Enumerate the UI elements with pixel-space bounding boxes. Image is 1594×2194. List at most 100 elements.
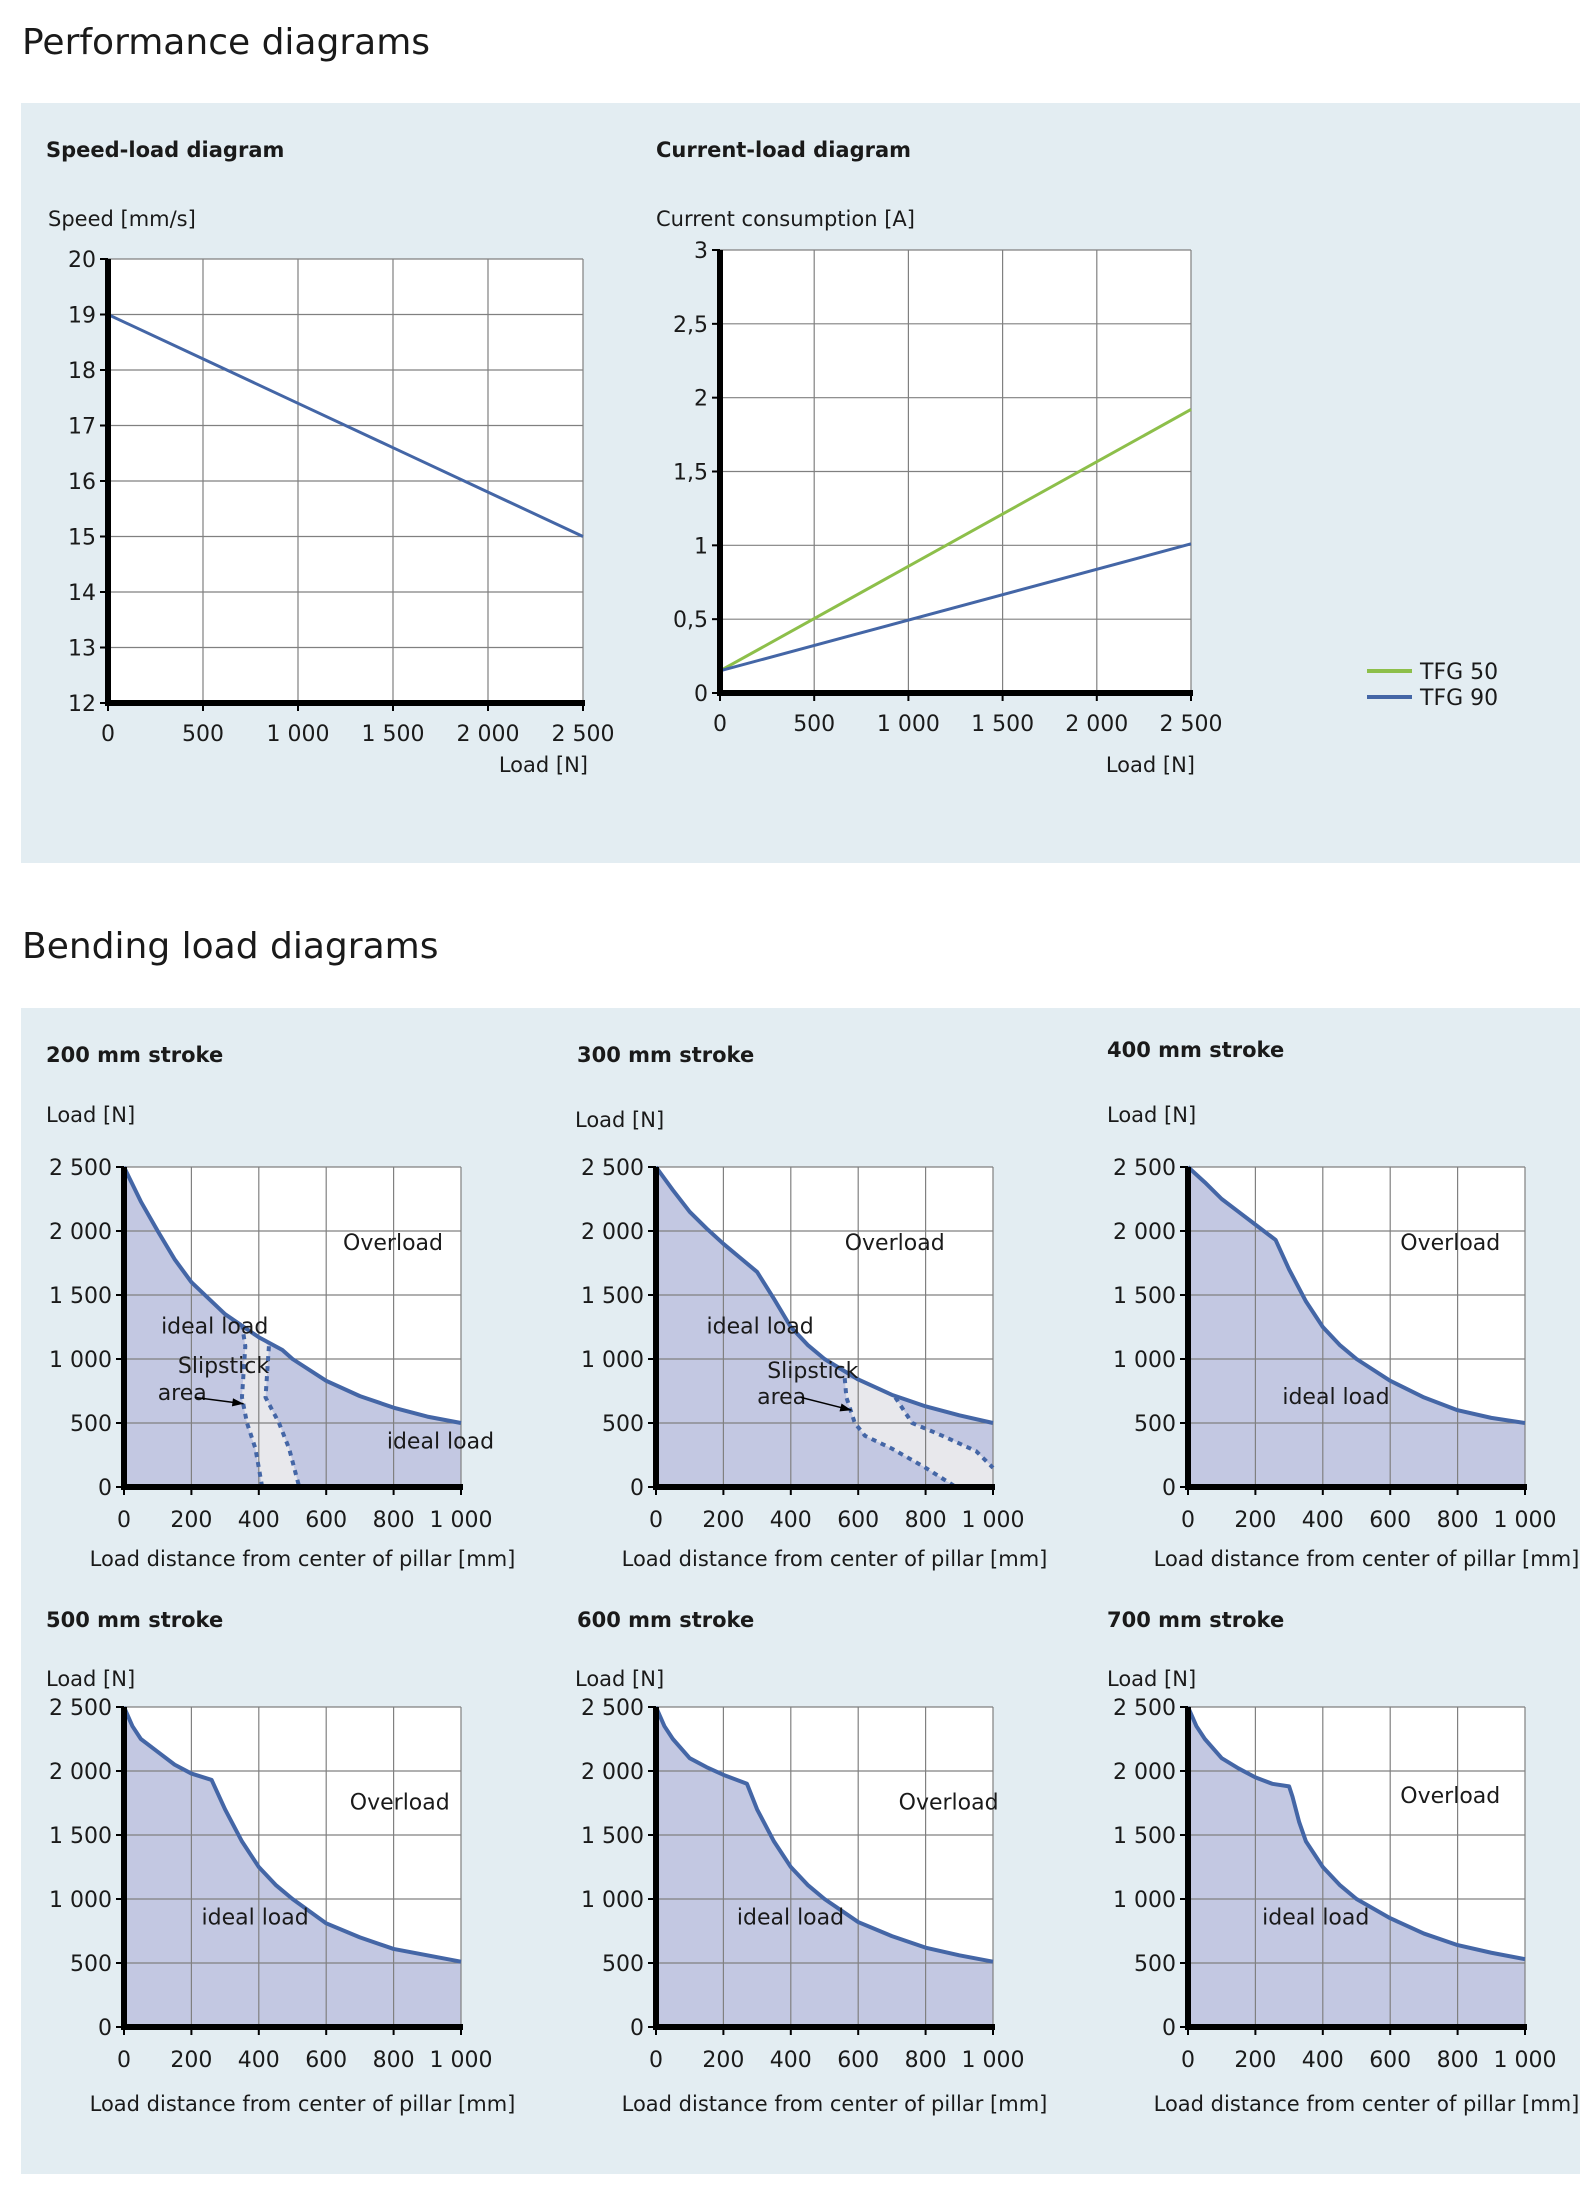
region-label: Slipstick <box>178 1354 269 1379</box>
region-label: ideal load <box>707 1314 814 1339</box>
chart-title: 600 mm stroke <box>577 1608 754 1632</box>
y-tick-label: 2 <box>694 387 708 412</box>
y-tick-label: 1 500 <box>1113 1824 1176 1849</box>
x-tick-label: 0 <box>117 2048 131 2073</box>
x-tick-label: 1 000 <box>1494 1508 1557 1533</box>
ideal-load-area <box>656 1707 993 2027</box>
region-label: Overload <box>350 1790 450 1815</box>
limit-curve <box>1186 1706 1526 1962</box>
x-tick-label: 400 <box>770 2048 812 2073</box>
x-tick-label: 600 <box>837 2048 879 2073</box>
y-tick-label: 1,5 <box>673 461 708 486</box>
chart-b400: 400 mm stroke Load [N] 0 200 400 600 800 1 000 0… <box>1107 1038 1579 1571</box>
x-axis-label: Load distance from center of pillar [mm] <box>90 1547 516 1571</box>
y-axis-label: Load [N] <box>46 1103 135 1127</box>
ideal-load-area <box>124 1707 461 2027</box>
region-label: area <box>757 1385 806 1410</box>
region-label: Overload <box>1400 1231 1500 1256</box>
y-tick-label: 3 <box>694 239 708 264</box>
y-axis-label: Load [N] <box>1107 1667 1196 1691</box>
x-tick-label: 400 <box>238 2048 280 2073</box>
y-tick-label: 500 <box>70 1952 112 1977</box>
chart-b500: 500 mm stroke Load [N] 0 200 400 600 800 1 000 0… <box>46 1608 515 2116</box>
chart-title: 300 mm stroke <box>577 1043 754 1067</box>
x-axis-label: Load distance from center of pillar [mm] <box>622 2092 1048 2116</box>
y-tick-label: 18 <box>68 359 96 384</box>
arrow-head <box>839 1403 852 1412</box>
y-tick-label: 16 <box>68 470 96 495</box>
x-tick-label: 1 000 <box>267 722 330 747</box>
y-tick-label: 14 <box>68 581 96 606</box>
y-tick-label: 2 000 <box>1113 1760 1176 1785</box>
chart-b300: 300 mm stroke Load [N] 0 200 400 600 800 1 000 0… <box>575 1043 1047 1571</box>
y-tick-label: 1 500 <box>1113 1284 1176 1309</box>
limit-curve <box>1186 1165 1526 1425</box>
x-tick-label: 200 <box>1234 1508 1276 1533</box>
x-tick-label: 1 500 <box>971 712 1034 737</box>
y-tick-label: 1 000 <box>581 1888 644 1913</box>
y-tick-label: 13 <box>68 637 96 662</box>
y-tick-label: 0,5 <box>673 608 708 633</box>
y-tick-label: 0 <box>694 682 708 707</box>
y-tick-label: 2 000 <box>49 1760 112 1785</box>
y-tick-label: 1 000 <box>581 1348 644 1373</box>
x-tick-label: 500 <box>182 722 224 747</box>
limit-curve <box>122 1706 462 1964</box>
x-tick-label: 0 <box>117 1508 131 1533</box>
y-tick-label: 20 <box>68 248 96 273</box>
slipstick-area <box>844 1378 993 1487</box>
y-tick-label: 0 <box>98 1476 112 1501</box>
x-tick-label: 0 <box>649 2048 663 2073</box>
y-tick-label: 500 <box>602 1952 644 1977</box>
y-axis-label: Speed [mm/s] <box>48 207 196 231</box>
y-axis-label: Current consumption [A] <box>656 207 915 231</box>
chart-title: 200 mm stroke <box>46 1043 223 1067</box>
x-tick-label: 1 000 <box>430 1508 493 1533</box>
region-label: ideal load <box>1262 1906 1369 1931</box>
ideal-load-area <box>1188 1707 1525 2027</box>
x-tick-label: 400 <box>1302 1508 1344 1533</box>
series-line-tfg-90 <box>719 542 1192 673</box>
x-tick-label: 200 <box>170 1508 212 1533</box>
region-label: ideal load <box>161 1314 268 1339</box>
chart-current: Current-load diagram Current consumption … <box>656 138 1498 777</box>
chart-title: 700 mm stroke <box>1107 1608 1284 1632</box>
y-tick-label: 1 500 <box>581 1284 644 1309</box>
x-tick-label: 1 500 <box>362 722 425 747</box>
performance-diagrams-heading: Performance diagrams <box>22 22 431 63</box>
y-tick-label: 500 <box>1134 1952 1176 1977</box>
x-tick-label: 2 500 <box>552 722 615 747</box>
ideal-load-area <box>1188 1167 1525 1487</box>
chart-b600: 600 mm stroke Load [N] 0 200 400 600 800 1 000 0… <box>575 1608 1047 2116</box>
x-tick-label: 600 <box>1369 2048 1411 2073</box>
x-axis-label: Load distance from center of pillar [mm] <box>1154 2092 1580 2116</box>
x-tick-label: 200 <box>170 2048 212 2073</box>
region-label: Overload <box>1400 1784 1500 1809</box>
y-tick-label: 1 000 <box>1113 1348 1176 1373</box>
x-axis-label: Load distance from center of pillar [mm] <box>1154 1547 1580 1571</box>
region-label: ideal load <box>387 1430 494 1455</box>
x-tick-label: 800 <box>905 2048 947 2073</box>
x-tick-label: 800 <box>373 2048 415 2073</box>
region-label: ideal load <box>202 1906 309 1931</box>
y-tick-label: 0 <box>1162 1476 1176 1501</box>
limit-curve <box>122 1166 462 1425</box>
x-axis-label: Load [N] <box>1106 753 1195 777</box>
x-tick-label: 200 <box>702 1508 744 1533</box>
region-label: ideal load <box>1282 1385 1389 1410</box>
x-tick-label: 500 <box>793 712 835 737</box>
y-tick-label: 500 <box>70 1412 112 1437</box>
y-tick-label: 2 000 <box>1113 1220 1176 1245</box>
x-tick-label: 200 <box>1234 2048 1276 2073</box>
x-tick-label: 200 <box>702 2048 744 2073</box>
region-label: Overload <box>899 1790 999 1815</box>
slipstick-boundary <box>893 1396 995 1470</box>
legend-label: TFG 50 <box>1419 660 1498 685</box>
y-tick-label: 2,5 <box>673 313 708 338</box>
x-tick-label: 600 <box>837 1508 879 1533</box>
x-tick-label: 600 <box>305 1508 347 1533</box>
x-tick-label: 400 <box>770 1508 812 1533</box>
x-tick-label: 1 000 <box>962 1508 1025 1533</box>
series-line-speed <box>107 313 584 538</box>
